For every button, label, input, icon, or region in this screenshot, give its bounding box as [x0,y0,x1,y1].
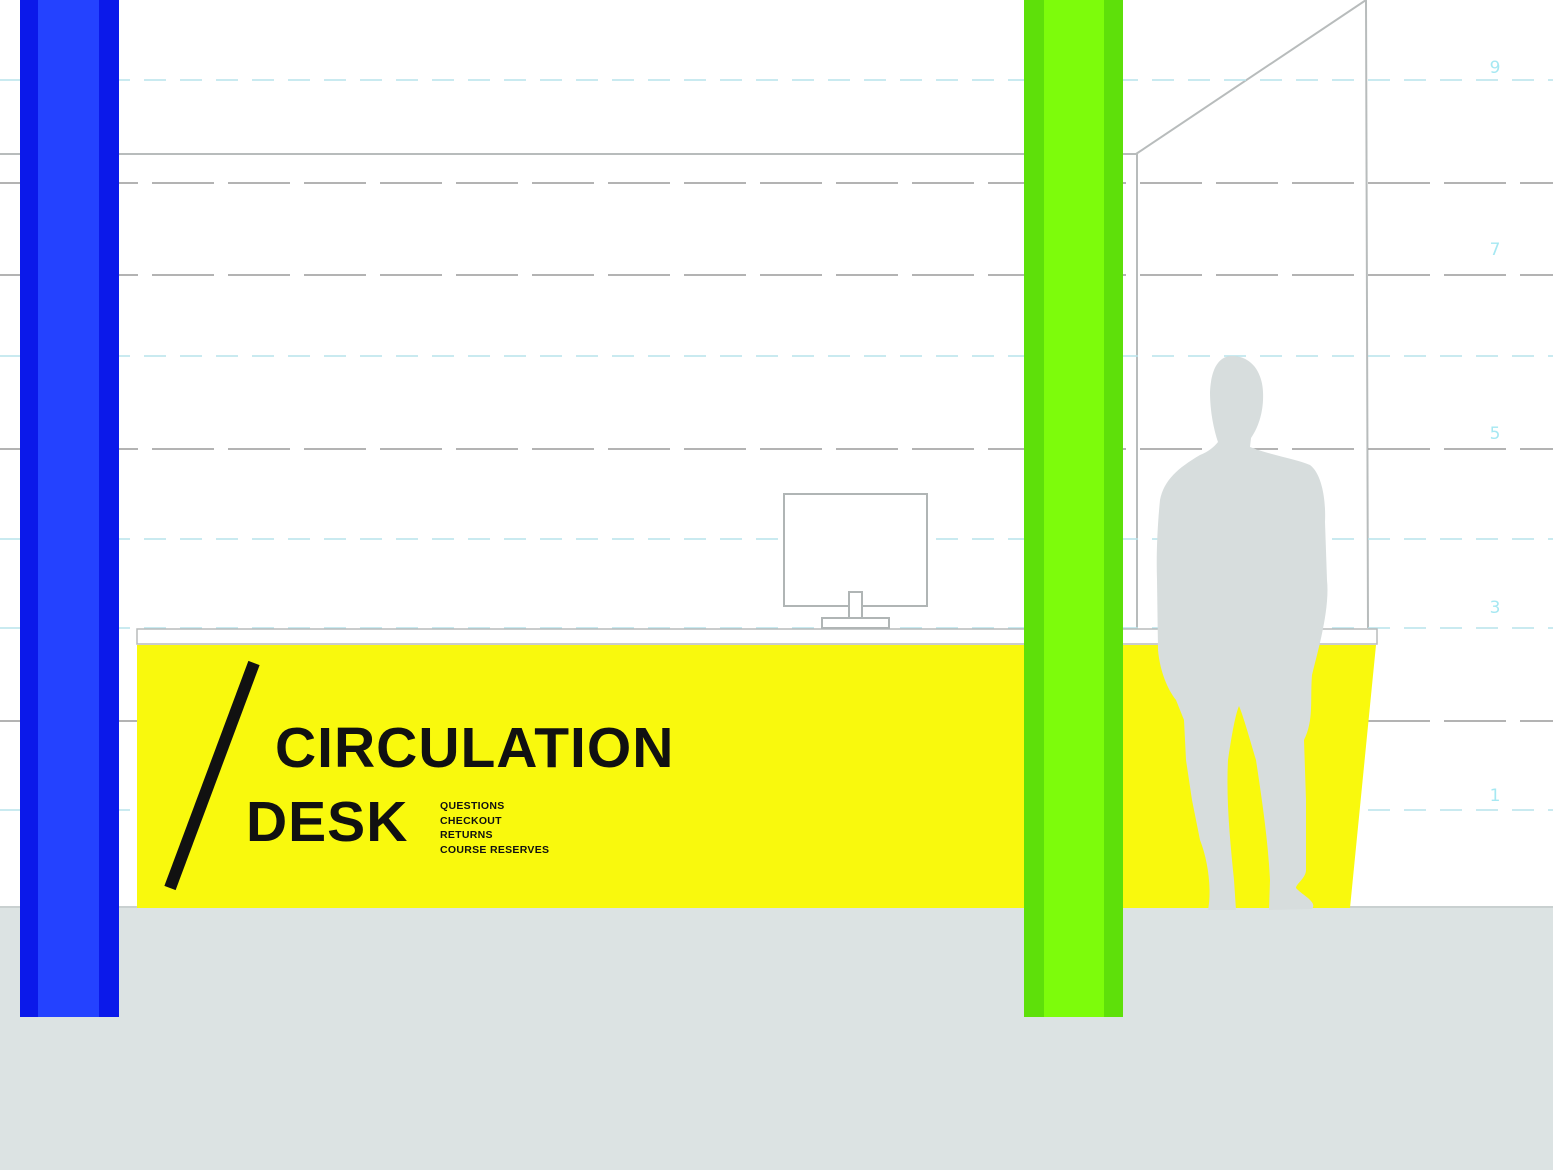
wall-outline [0,0,1369,629]
sign-title-line1: CIRCULATION [275,716,675,780]
service-item: QUESTIONS [440,800,505,812]
service-item: COURSE RESERVES [440,843,550,856]
green-column [1024,0,1123,1017]
height-marker: 5 [1489,424,1501,444]
sign-services-list: QUESTIONS CHECKOUT RETURNS COURSE RESERV… [440,799,549,857]
height-marker: 1 [1489,786,1501,806]
slash-mark [164,660,260,891]
sign-title-line2: DESK [246,790,409,854]
height-marker: 3 [1489,598,1501,618]
height-marker: 9 [1489,58,1501,78]
height-marker: 7 [1489,240,1501,260]
floor [0,907,1553,1170]
blue-column [20,0,119,1017]
service-item: CHECKOUT [440,814,502,827]
monitor-icon [783,493,928,629]
service-item: RETURNS [440,829,493,841]
person-silhouette [1156,356,1328,910]
